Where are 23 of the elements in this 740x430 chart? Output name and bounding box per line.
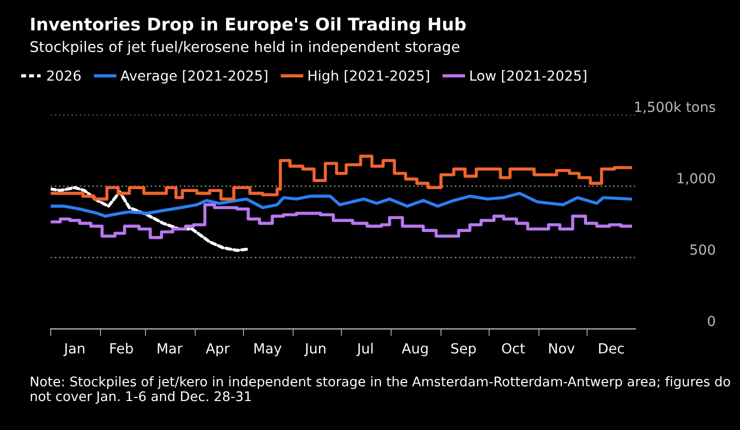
- legend-label: 2026: [47, 70, 81, 81]
- text: Note: Stockpiles of jet/kero in independent storage in the Amsterdam-Rotterdam-Antwerp area; figures do not cover Jan. 1-6 and Dec. 28-31: [30, 376, 730, 404]
- x-tick-label: Apr: [206, 343, 230, 356]
- x-tick-label: Aug: [402, 343, 428, 356]
- x-tick-label: Sep: [451, 343, 476, 356]
- x-tick-label: Oct: [502, 343, 525, 354]
- legend-label: Low [2021-2025]: [470, 70, 586, 82]
- x-tick-label: May: [254, 343, 282, 356]
- x-tick-label: Nov: [549, 343, 575, 354]
- y-tick-label: 500: [690, 244, 715, 255]
- x-tick-label: Jul: [356, 342, 373, 356]
- legend-label: High [2021-2025]: [308, 70, 429, 84]
- chart-subtitle: Stockpiles of jet fuel/kerosene held in independent storage: [30, 40, 460, 55]
- chart-title: Inventories Drop in Europe's Oil Trading Hub: [31, 17, 466, 34]
- legend-label: Average [2021-2025]: [120, 70, 268, 84]
- x-tick-label: Mar: [158, 343, 183, 354]
- y-tick-label: 1,500k tons: [635, 101, 716, 114]
- y-tick-label: 0: [708, 316, 715, 326]
- x-tick-label: Feb: [110, 342, 133, 354]
- x-tick-label: Jan: [63, 343, 84, 356]
- y-tick-label: 1,000: [678, 172, 715, 185]
- x-tick-label: Jun: [304, 343, 326, 356]
- x-tick-label: Dec: [599, 343, 624, 354]
